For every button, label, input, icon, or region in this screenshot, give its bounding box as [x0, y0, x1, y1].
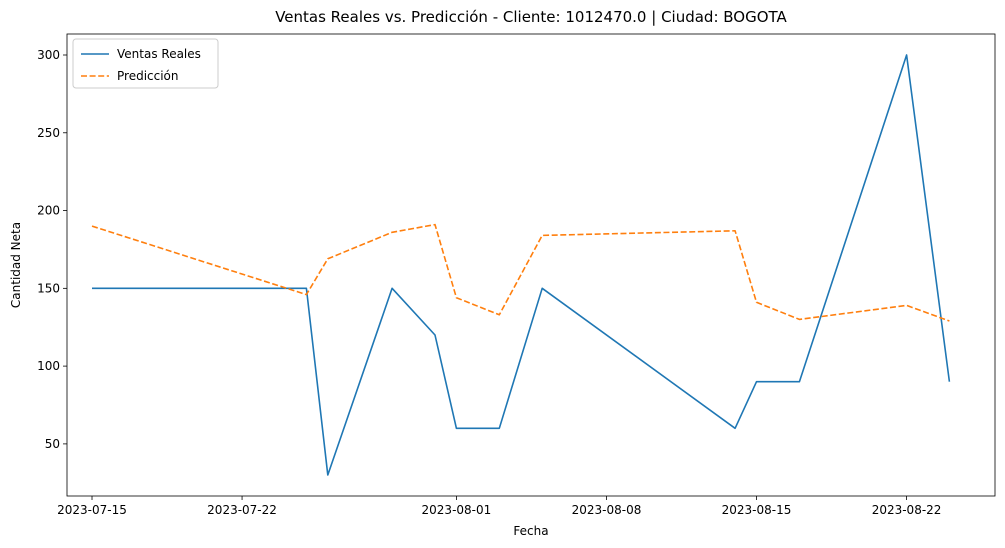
chart-title: Ventas Reales vs. Predicción - Cliente: …	[275, 8, 787, 26]
y-tick-label: 150	[37, 281, 60, 295]
legend-label: Ventas Reales	[117, 47, 201, 61]
y-axis-label: Cantidad Neta	[9, 222, 23, 308]
x-tick-label: 2023-08-01	[422, 503, 492, 517]
x-axis-label: Fecha	[513, 524, 548, 538]
x-tick-label: 2023-08-22	[872, 503, 942, 517]
legend-label: Predicción	[117, 69, 179, 83]
y-tick-label: 50	[45, 437, 60, 451]
series-line-ventas-reales	[92, 54, 951, 476]
y-tick-label: 250	[37, 126, 60, 140]
series-layer	[91, 54, 951, 476]
y-tick-label: 100	[37, 359, 60, 373]
y-tick-label: 300	[37, 48, 60, 62]
legend: Ventas Reales Predicción	[72, 38, 219, 89]
x-tick-label: 2023-08-08	[572, 503, 642, 517]
x-axis-ticks: 2023-07-15 2023-07-22 2023-08-01 2023-08-08…	[57, 496, 941, 517]
y-axis-ticks: 50 100 150 200 250 300	[37, 48, 67, 451]
x-tick-label: 2023-07-22	[207, 503, 277, 517]
series-line-prediccion	[91, 223, 950, 322]
x-tick-label: 2023-08-15	[722, 503, 792, 517]
plot-area-frame	[66, 33, 996, 497]
y-tick-label: 200	[37, 204, 60, 218]
legend-box	[72, 38, 219, 89]
x-tick-label: 2023-07-15	[57, 503, 127, 517]
